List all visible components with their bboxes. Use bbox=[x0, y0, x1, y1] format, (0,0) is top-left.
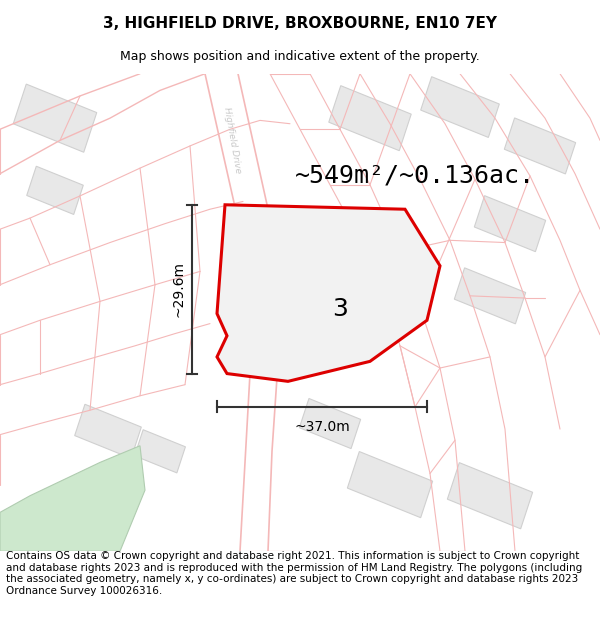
Polygon shape bbox=[347, 451, 433, 518]
Polygon shape bbox=[299, 399, 361, 449]
Text: ~29.6m: ~29.6m bbox=[171, 261, 185, 317]
Text: 3: 3 bbox=[332, 297, 348, 321]
Text: Map shows position and indicative extent of the property.: Map shows position and indicative extent… bbox=[120, 50, 480, 63]
Polygon shape bbox=[505, 118, 575, 174]
Text: Highfield Drive: Highfield Drive bbox=[222, 107, 242, 174]
Polygon shape bbox=[454, 268, 526, 324]
Polygon shape bbox=[421, 77, 499, 138]
Polygon shape bbox=[329, 86, 411, 151]
Text: 3, HIGHFIELD DRIVE, BROXBOURNE, EN10 7EY: 3, HIGHFIELD DRIVE, BROXBOURNE, EN10 7EY bbox=[103, 16, 497, 31]
Polygon shape bbox=[475, 196, 545, 252]
Text: Contains OS data © Crown copyright and database right 2021. This information is : Contains OS data © Crown copyright and d… bbox=[6, 551, 582, 596]
Text: ~37.0m: ~37.0m bbox=[294, 420, 350, 434]
Polygon shape bbox=[448, 462, 533, 529]
Text: ~549m²/~0.136ac.: ~549m²/~0.136ac. bbox=[295, 164, 535, 188]
Polygon shape bbox=[134, 430, 185, 473]
Polygon shape bbox=[217, 205, 440, 381]
Polygon shape bbox=[74, 404, 142, 458]
Polygon shape bbox=[13, 84, 97, 152]
Polygon shape bbox=[27, 166, 83, 214]
Polygon shape bbox=[0, 446, 145, 551]
